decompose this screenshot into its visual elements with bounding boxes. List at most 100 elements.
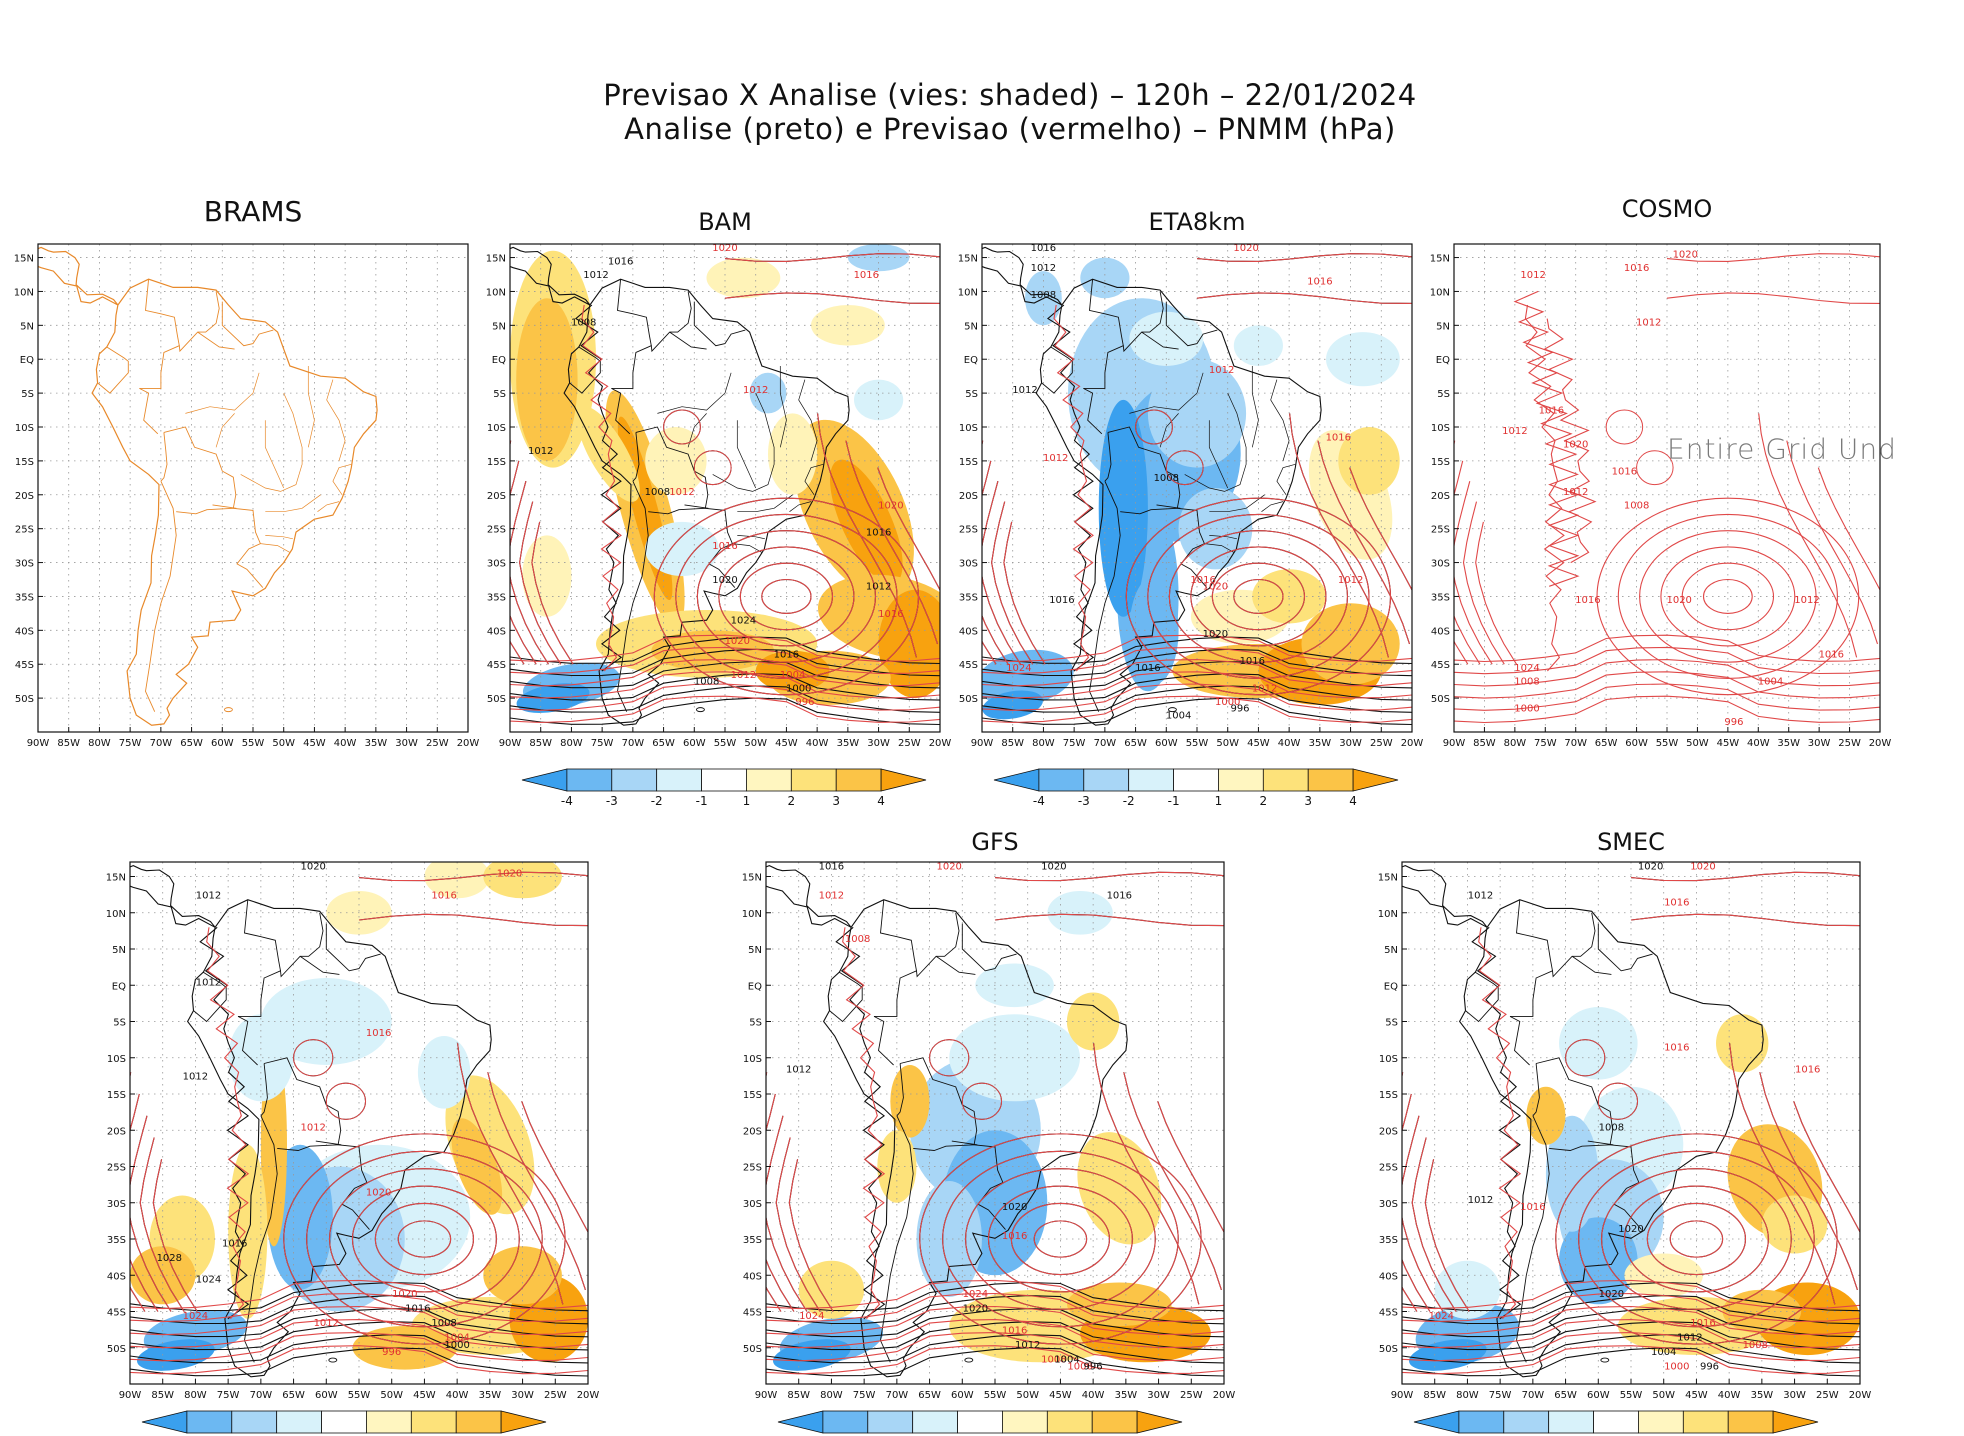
state-border [712,392,775,492]
contour-label: 1020 [1203,582,1228,593]
isobar-contour [675,513,898,680]
panel-title-brams: BRAMS [203,195,303,228]
lon-tick-label: 30W [395,738,418,749]
country-border [1120,507,1178,515]
isobar-contour [358,913,588,927]
contour-label: 1020 [963,1304,988,1315]
lon-tick-label: 40W [446,1390,469,1401]
lon-tick-label: 80W [820,1390,843,1401]
main-title-line-1: Previsao X Analise (vies: shaded) – 120h… [603,78,1417,112]
lat-tick-label: 25S [15,525,34,536]
isobar-contour [139,1137,185,1312]
lon-tick-label: 70W [1564,738,1587,749]
bias-shading [916,1181,982,1297]
lon-tick-label: 45W [775,738,798,749]
isobar-contour [1289,413,1389,658]
lon-tick-label: 30W [1339,738,1362,749]
isobar-contour [521,1101,588,1234]
isobar-contour [130,1334,588,1364]
bias-shading [1047,891,1113,935]
lat-tick-label: 15N [742,873,762,884]
country-border [1597,923,1653,972]
country-border [176,507,234,515]
isobar-contour [1402,1332,1860,1362]
country-border [260,1063,268,1117]
contour-label: 1004 [1651,1347,1676,1358]
isobar-contour [510,683,940,711]
isobar-contour [130,1305,588,1336]
lon-tick-label: 50W [380,1390,403,1401]
isobar-contour [766,1305,1224,1336]
country-border [139,387,159,435]
isobar-contour [1411,1137,1457,1312]
lat-tick-label: 5N [748,945,762,956]
lon-tick-label: 50W [1016,1390,1039,1401]
lat-tick-label: 20S [743,1126,762,1137]
state-border [804,463,824,495]
contour-label: 1020 [1563,439,1588,450]
contour-label: 1008 [1743,1340,1768,1351]
isobar-contour [130,1321,588,1351]
contour-label: 1020 [1002,1202,1027,1213]
isobar-contour [1623,1185,1769,1293]
contour-label: 1008 [1599,1122,1624,1133]
isobar-contour [982,648,1412,677]
isobar-contour [1601,1168,1792,1310]
isobar-contour [329,1168,520,1310]
isobar-contour [1681,562,1775,631]
contour-label: 1020 [725,636,750,647]
isobar-contour [1402,1281,1860,1312]
isobar-contour [510,646,940,675]
isobar-contour [1402,1321,1860,1351]
contour-label: 1000 [1067,1362,1092,1373]
country-border [244,1115,278,1363]
lat-tick-label: 45S [959,660,978,671]
contour-label: 1016 [866,527,891,538]
lat-tick-label: 50S [959,694,978,705]
map-area-brams [38,244,468,732]
panel-title-cosmo: COSMO [1621,195,1713,223]
isobar-contour [1666,292,1880,304]
isobar-contour [152,1159,198,1312]
contour-label: 1020 [878,500,903,511]
isobar-contour [1317,440,1411,645]
isobar-contour [982,683,1412,711]
isobar-contour [1196,253,1412,262]
lon-tick-label: 30W [867,738,890,749]
isobar-contour [1157,1101,1224,1234]
lat-tick-label: 5N [112,945,126,956]
contour-label: 1012 [819,890,844,901]
lat-tick-label: 15N [1430,254,1450,265]
isobar-contour [325,1082,367,1120]
contour-label: 1024 [799,1311,824,1322]
contour-label: 1012 [314,1318,339,1329]
isobar-contour [358,871,588,882]
lat-tick-label: EQ [1384,981,1398,992]
isobar-contour [1759,1072,1858,1290]
lon-tick-label: 80W [88,738,111,749]
country-border [684,504,709,509]
bias-shading [1526,1086,1566,1145]
bias-shading [1326,332,1400,387]
contour-label: 1016 [1049,595,1074,606]
lon-tick-label: 20W [1849,1390,1872,1401]
contour-label: 1008 [1514,677,1539,688]
island-outline [223,707,233,713]
state-border [657,372,732,414]
country-border [160,432,168,482]
country-border [97,346,129,394]
contour-label: 1012 [1468,890,1493,901]
isobar-contour [1636,450,1674,486]
isobar-contour [1605,409,1644,445]
lon-tick-label: 55W [984,1390,1007,1401]
country-border [611,291,692,389]
lat-tick-label: 50S [15,694,34,705]
lat-tick-label: 5N [1384,945,1398,956]
lon-tick-label: 70W [250,1390,273,1401]
lat-tick-label: 5N [964,321,978,332]
lat-tick-label: 10N [1430,287,1450,298]
isobar-contour [982,697,1412,726]
coastline [510,246,591,306]
